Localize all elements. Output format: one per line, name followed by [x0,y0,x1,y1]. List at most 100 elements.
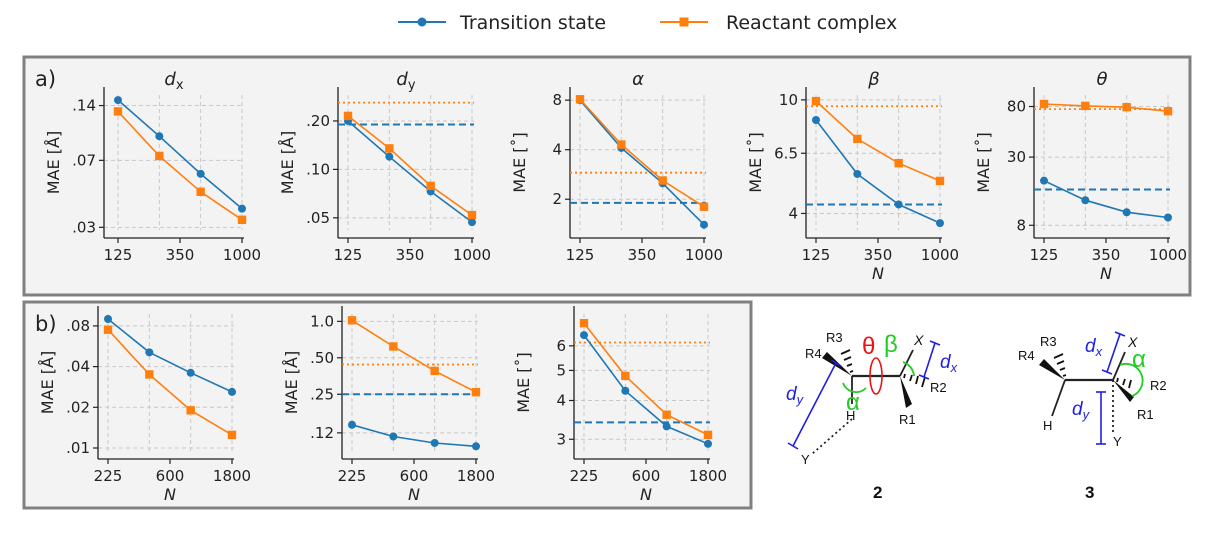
s3-h-bond [1051,379,1066,417]
data-point-ts [385,152,394,161]
series-line [579,99,705,226]
y-tick-label: .02 [66,398,90,416]
data-point-ts [936,219,944,228]
chart-a-dy: .05 .10 .20 125 350 1000 MAE [Å] dy [278,69,491,264]
y-tick-label: .50 [310,349,334,367]
data-point-ts [853,169,862,178]
data-point-ts [472,442,480,451]
y-tick-label: .12 [310,424,334,442]
chart-title: θ [1096,69,1107,90]
x-axis-label: N [164,485,176,504]
data-point-rc [935,176,945,186]
chart-title: β [867,69,880,90]
s2-label-r3: R3 [826,330,843,345]
s2-wedge-r1 [900,376,912,408]
x-tick-label: 225 [338,467,367,485]
data-point-ts [228,387,236,396]
data-point-rc [703,430,713,440]
s2-label-h: H [846,408,855,423]
chart-title: dy [396,69,415,93]
x-tick-label: 350 [1092,246,1121,264]
series-line [583,334,709,445]
series-line [1043,103,1169,112]
data-point-ts [389,432,398,441]
s2-dy-label: dy [786,384,805,407]
s3-label-h: H [1043,418,1052,433]
legend-label-transition: Transition state [459,12,606,34]
data-point-ts [894,200,903,209]
data-point-ts [1040,176,1048,185]
y-axis-label: MAE [˚] [746,132,765,192]
y-tick-label: 8 [552,91,562,109]
data-point-rc [347,316,357,325]
s2-hash-r3 [840,349,854,373]
s3-number: 3 [1085,483,1094,502]
y-axis-label: MAE [˚] [974,132,993,192]
x-tick-label: 600 [156,467,185,485]
structure-3: α dx dy R3 R4 H Y X R2 R1 3 [1018,331,1167,502]
series-line [107,318,233,393]
x-tick-label: 350 [396,246,425,264]
x-tick-label: 125 [566,246,595,264]
s2-label-r2: R2 [930,380,947,395]
s3-label-x: X [1127,334,1138,350]
data-point-rc [186,406,195,415]
s3-cx-bond [1112,351,1126,381]
data-point-rc [155,151,164,161]
data-point-rc [662,410,671,419]
x-tick-label: 1000 [453,246,491,264]
data-point-rc [617,140,626,149]
y-axis-label: MAE [˚] [510,132,529,192]
x-tick-label: 125 [1030,246,1059,264]
y-tick-label: 1.0 [310,312,334,330]
s2-alpha-arc [842,382,867,393]
chart-a-beta: 4 6.5 10 125 350 1000 MAE [˚] Nβ [746,69,959,283]
data-point-ts [155,132,164,141]
x-tick-label: 125 [104,246,133,264]
x-tick-label: 1000 [223,246,261,264]
chart-b-alpha: 3 4 5 6 225 600 1800 MAE [˚] N [514,306,727,504]
data-point-rc [471,387,481,397]
series-line [815,119,941,224]
s2-theta-label: θ [862,333,875,360]
chart-title: α [632,69,644,90]
data-point-rc [103,325,113,334]
data-point-rc [430,366,439,376]
chart-b-dy: .12 .25 .50 1.0 225 600 1800 MAE [Å] N [282,306,495,504]
panel-b-label: b) [35,312,57,336]
s2-beta-arc [902,361,915,377]
s3-dx-bracket [1101,331,1126,375]
s3-dy-label: dy [1072,399,1091,422]
y-tick-label: 6 [556,337,566,355]
y-tick-label: .03 [72,218,96,236]
data-point-ts [1122,208,1131,217]
y-tick-label: 8 [1016,216,1026,234]
panel-a-frame [22,55,1192,297]
y-tick-label: .20 [306,112,330,130]
series-line [117,99,243,210]
s2-label-y: Y [801,452,810,467]
y-axis-label: MAE [˚] [514,352,533,412]
legend-marker-transition [417,17,427,27]
data-point-ts [145,348,154,357]
s3-hash-r3 [1053,353,1067,377]
y-tick-label: 2 [552,190,562,208]
chart-b-dx: .01 .02 .04 .08 225 600 1800 MAE [Å] N [38,306,251,504]
x-tick-label: 350 [628,246,657,264]
s2-theta-marker [869,357,883,395]
x-tick-label: 1000 [1149,246,1187,264]
data-point-ts [1081,196,1090,205]
s3-label-r3: R3 [1040,334,1057,349]
y-tick-label: 5 [556,361,566,379]
series-line [117,110,243,221]
data-point-rc [389,342,398,351]
x-axis-label: N [872,264,884,283]
data-point-rc [237,215,247,224]
x-axis-label: N [1100,264,1112,283]
x-tick-label: 1000 [921,246,959,264]
s3-hash-r2 [1116,377,1132,389]
y-tick-label: 80 [1007,98,1026,116]
x-axis-label: N [640,485,652,504]
x-axis-label: N [408,485,420,504]
series-line [583,322,709,436]
